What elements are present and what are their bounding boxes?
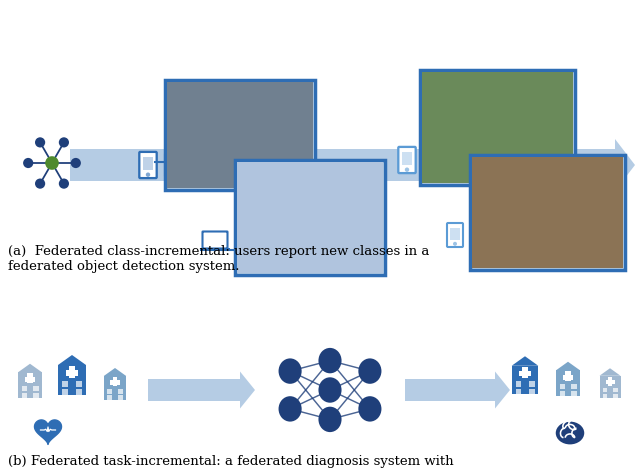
Bar — [237, 162, 383, 273]
Polygon shape — [58, 355, 86, 365]
Bar — [118, 395, 123, 400]
Bar — [515, 381, 521, 387]
Polygon shape — [70, 139, 635, 191]
Ellipse shape — [59, 137, 69, 147]
Ellipse shape — [319, 348, 342, 373]
FancyBboxPatch shape — [447, 223, 463, 247]
FancyBboxPatch shape — [202, 231, 227, 248]
Bar — [608, 377, 612, 386]
Polygon shape — [405, 371, 510, 408]
Ellipse shape — [358, 396, 381, 421]
Bar — [572, 384, 577, 389]
Ellipse shape — [358, 358, 381, 384]
Bar — [605, 379, 614, 384]
Bar — [559, 384, 564, 389]
Bar — [110, 380, 120, 385]
Bar — [25, 377, 35, 381]
Ellipse shape — [45, 156, 59, 170]
FancyBboxPatch shape — [470, 155, 625, 270]
Bar — [559, 391, 564, 396]
Bar — [58, 365, 86, 395]
Bar — [28, 373, 33, 383]
Ellipse shape — [35, 137, 45, 147]
Polygon shape — [200, 248, 230, 251]
Ellipse shape — [319, 377, 342, 403]
Bar — [118, 389, 123, 394]
Bar — [69, 366, 75, 378]
Bar — [613, 394, 618, 398]
Ellipse shape — [23, 158, 33, 168]
Polygon shape — [18, 364, 42, 372]
Bar — [76, 381, 82, 387]
Text: (a)  Federated class-incremental: users report new classes in a
federated object: (a) Federated class-incremental: users r… — [8, 245, 429, 273]
FancyBboxPatch shape — [140, 152, 157, 178]
Bar — [107, 389, 112, 394]
Bar — [529, 388, 534, 394]
Ellipse shape — [278, 396, 301, 421]
Bar — [22, 386, 27, 391]
FancyBboxPatch shape — [420, 70, 575, 185]
Ellipse shape — [35, 178, 45, 189]
Polygon shape — [35, 420, 61, 444]
Bar — [522, 367, 528, 378]
Bar — [602, 394, 607, 398]
Bar — [572, 391, 577, 396]
Bar — [602, 388, 607, 392]
Polygon shape — [556, 362, 580, 370]
Bar — [472, 157, 623, 268]
Bar — [613, 388, 618, 392]
Ellipse shape — [70, 158, 81, 168]
Bar — [402, 152, 412, 166]
Bar — [515, 388, 521, 394]
Bar — [33, 393, 38, 398]
Polygon shape — [104, 368, 126, 376]
Ellipse shape — [146, 172, 150, 177]
Bar — [33, 386, 38, 391]
Bar — [600, 376, 621, 398]
FancyBboxPatch shape — [235, 160, 385, 275]
Ellipse shape — [278, 358, 301, 384]
Bar — [62, 389, 68, 395]
Bar — [556, 370, 580, 396]
Bar — [76, 389, 82, 395]
Bar — [66, 370, 78, 376]
Ellipse shape — [453, 242, 457, 246]
Text: 🦈
shark: 🦈 shark — [213, 115, 267, 155]
FancyBboxPatch shape — [165, 80, 315, 190]
Polygon shape — [600, 368, 621, 376]
Ellipse shape — [319, 407, 342, 432]
Text: (b) Federated task-incremental: a federated diagnosis system with: (b) Federated task-incremental: a federa… — [8, 455, 454, 468]
Bar — [529, 381, 534, 387]
Bar — [519, 371, 531, 376]
Bar — [104, 376, 126, 400]
Bar — [563, 374, 573, 379]
Ellipse shape — [59, 178, 69, 189]
Bar — [566, 371, 570, 381]
Bar — [167, 82, 313, 188]
Polygon shape — [148, 371, 255, 408]
FancyBboxPatch shape — [398, 147, 416, 173]
Bar — [22, 393, 27, 398]
Ellipse shape — [556, 421, 584, 445]
Bar — [62, 381, 68, 387]
Bar — [18, 372, 42, 398]
Bar — [143, 157, 154, 170]
Bar — [450, 228, 460, 240]
Bar — [107, 395, 112, 400]
Bar — [512, 366, 538, 394]
Bar — [422, 72, 573, 183]
Polygon shape — [512, 356, 538, 366]
Bar — [113, 377, 117, 387]
Ellipse shape — [405, 168, 409, 172]
